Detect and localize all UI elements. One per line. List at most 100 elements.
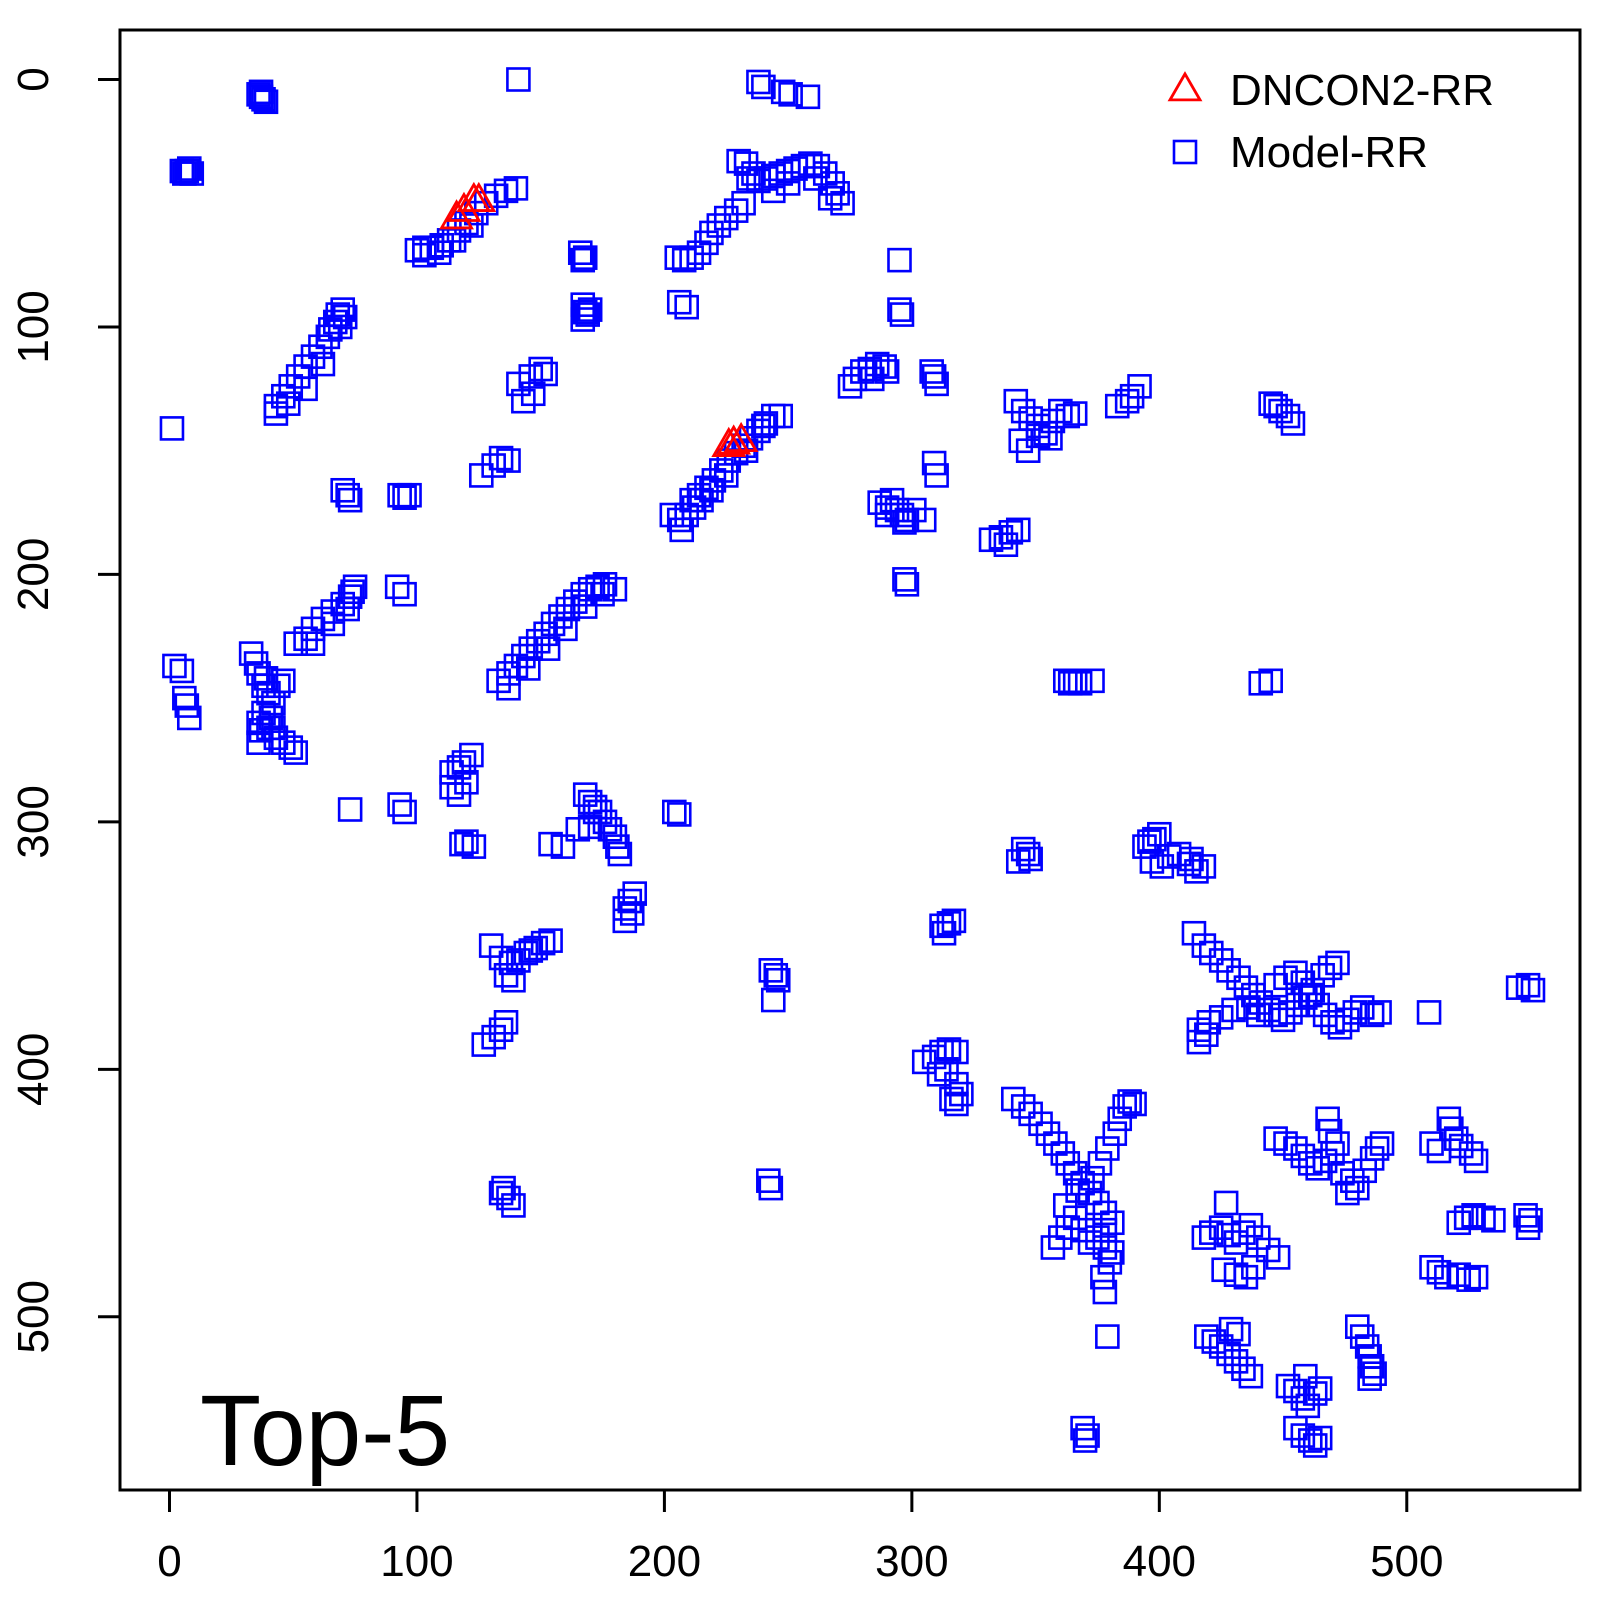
model-rr-point <box>775 171 801 196</box>
model-rr-point <box>261 715 286 741</box>
model-rr-point <box>1114 388 1140 414</box>
model-rr-point <box>1268 398 1293 424</box>
model-rr-point <box>921 364 947 389</box>
model-rr-point <box>751 413 776 439</box>
model-rr-point <box>397 482 422 508</box>
model-rr-point <box>496 675 521 701</box>
model-rr-point <box>699 477 724 503</box>
model-rr-point <box>760 987 786 1013</box>
model-rr-point <box>1426 1138 1452 1164</box>
model-rr-point <box>1211 1257 1236 1283</box>
model-rr-point <box>246 82 271 107</box>
model-rr-point <box>491 1175 516 1201</box>
model-rr-point <box>1278 1000 1303 1025</box>
model-rr-point <box>1359 1002 1385 1028</box>
legend-label: Model-RR <box>1230 128 1428 177</box>
dncon2-rr-point <box>711 426 747 458</box>
dncon2-rr-point <box>461 181 497 213</box>
model-rr-point <box>1062 401 1088 426</box>
model-rr-point <box>278 735 304 760</box>
model-rr-point <box>1426 1259 1452 1285</box>
model-rr-point <box>924 463 949 488</box>
model-rr-point <box>894 572 920 597</box>
model-rr-point <box>1275 403 1301 429</box>
model-rr-point <box>451 750 477 775</box>
model-rr-point <box>565 816 591 842</box>
model-rr-point <box>582 799 608 825</box>
model-rr-point <box>1062 668 1088 694</box>
model-rr-point <box>666 802 692 827</box>
model-rr-point <box>597 816 623 842</box>
x-tick-label: 300 <box>875 1537 948 1586</box>
model-rr-point <box>332 304 358 330</box>
model-rr-point <box>335 482 360 508</box>
model-rr-point <box>1097 1250 1123 1275</box>
x-axis: 0 100 200 300 400 500 <box>157 1490 1443 1586</box>
model-rr-point <box>1218 1316 1244 1342</box>
model-rr-point <box>1072 1428 1098 1453</box>
model-rr-point <box>1191 854 1217 879</box>
legend: DNCON2-RR Model-RR <box>1167 66 1494 177</box>
model-rr-point <box>1270 1007 1296 1033</box>
model-rr-point <box>679 245 704 270</box>
model-rr-point <box>770 79 796 105</box>
y-tick-label: 200 <box>9 538 58 611</box>
x-tick-label: 500 <box>1370 1537 1443 1586</box>
model-rr-point <box>516 656 541 681</box>
model-rr-point <box>1186 1017 1212 1043</box>
model-rr-point <box>459 213 484 238</box>
model-rr-point <box>337 797 363 822</box>
model-rr-point <box>1176 851 1202 877</box>
model-rr-point <box>253 89 279 115</box>
series-layer <box>159 67 1546 1458</box>
model-rr-point <box>1505 975 1531 1000</box>
model-rr-point <box>921 450 947 476</box>
model-rr-point <box>461 834 487 859</box>
model-rr-point <box>1357 1366 1382 1391</box>
model-rr-point <box>1513 1203 1538 1228</box>
model-rr-point <box>496 661 521 686</box>
y-tick-label: 100 <box>9 290 58 363</box>
model-rr-point <box>1342 1000 1368 1025</box>
model-rr-point <box>330 297 356 322</box>
model-rr-point <box>671 247 697 273</box>
model-rr-point <box>1238 1363 1264 1389</box>
model-rr-point <box>446 755 472 780</box>
model-rr-point <box>1463 1264 1489 1290</box>
model-rr-point <box>1223 1349 1249 1374</box>
model-rr-point <box>575 302 600 327</box>
model-rr-point <box>1463 1148 1489 1174</box>
model-rr-point <box>892 510 917 535</box>
model-rr-point <box>1223 1262 1249 1288</box>
model-rr-point <box>1295 1393 1321 1419</box>
model-rr-point <box>503 176 529 201</box>
model-rr-point <box>1317 955 1343 981</box>
model-rr-point <box>1226 1321 1251 1347</box>
model-rr-point <box>1080 668 1105 694</box>
model-rr-point <box>1515 1215 1541 1240</box>
model-rr-point <box>518 636 544 661</box>
model-rr-point <box>666 289 692 315</box>
model-rr-point <box>459 742 484 768</box>
model-rr-point <box>174 693 200 718</box>
model-rr-point <box>993 532 1019 558</box>
model-rr-point <box>731 190 756 216</box>
model-rr-point <box>1040 1235 1066 1260</box>
model-rr-point <box>758 1175 784 1201</box>
model-rr-point <box>530 930 556 956</box>
model-rr-point <box>1095 1324 1120 1349</box>
model-rr-point <box>340 579 365 605</box>
model-rr-point <box>169 658 195 684</box>
model-rr-point <box>1518 1207 1543 1233</box>
model-rr-point <box>481 1024 506 1050</box>
model-rr-point <box>1520 977 1546 1003</box>
model-rr-point <box>590 581 615 607</box>
model-rr-point <box>176 156 202 181</box>
model-rr-point <box>1208 1005 1234 1030</box>
model-rr-point <box>763 962 789 988</box>
model-rr-point <box>1335 1007 1360 1033</box>
model-rr-point <box>919 359 944 384</box>
model-rr-point <box>501 967 526 993</box>
model-rr-point <box>1283 1415 1308 1441</box>
